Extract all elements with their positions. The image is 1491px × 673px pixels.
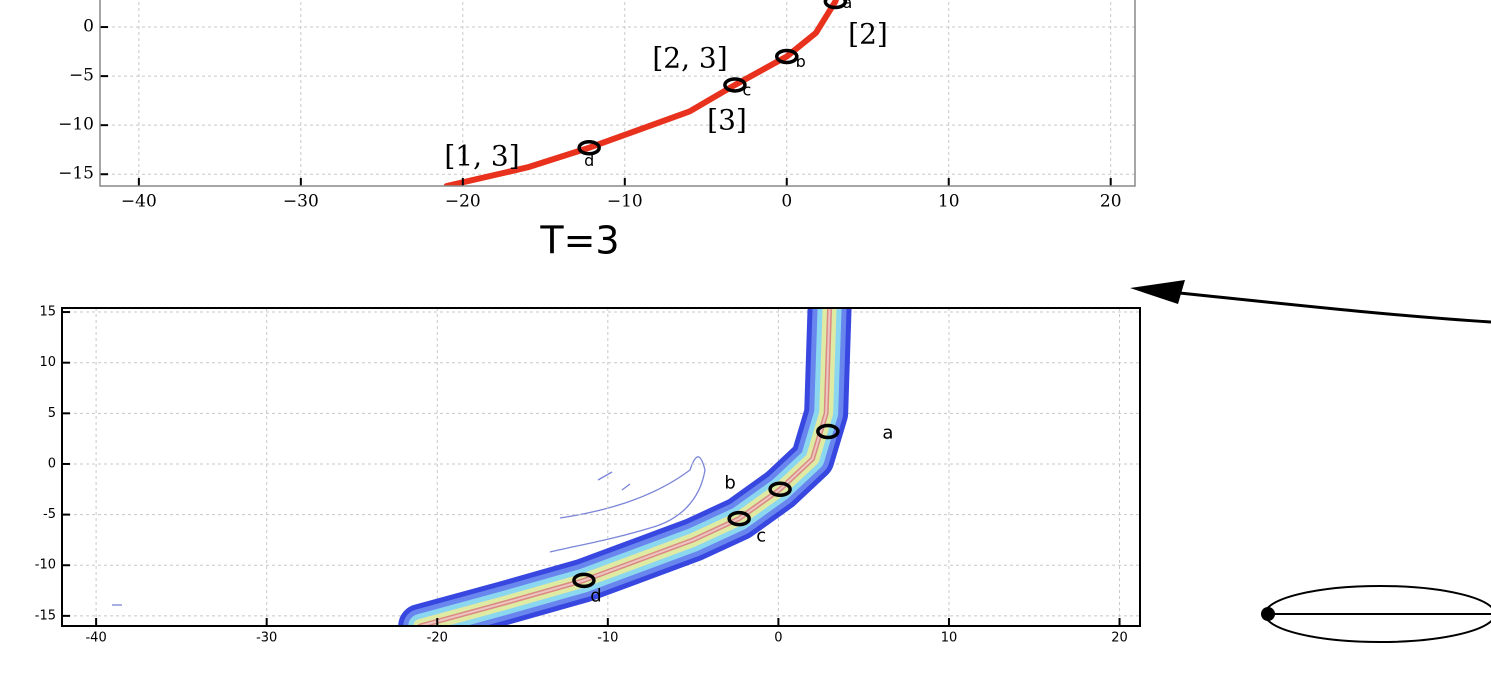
point-label: d	[590, 585, 601, 606]
x-tick-label: 0	[774, 631, 782, 646]
x-tick-label: 10	[941, 631, 958, 646]
annotation: [3]	[707, 104, 747, 137]
x-tick-label: −20	[445, 192, 481, 212]
x-tick-label: 20	[1111, 631, 1128, 646]
node	[1261, 607, 1275, 621]
x-tick-label: -20	[427, 631, 448, 646]
point	[572, 572, 596, 589]
contour-band	[403, 308, 847, 626]
y-tick-label: −5	[69, 66, 94, 86]
x-tick-label: −10	[607, 192, 643, 212]
y-tick-label: 15	[39, 305, 56, 320]
point	[768, 481, 792, 498]
y-tick-label: -5	[43, 507, 56, 522]
point-label: c	[756, 526, 766, 547]
plot-area	[100, 0, 1135, 186]
annotation: [1, 3]	[444, 140, 519, 173]
panel-title: T=3	[539, 219, 619, 263]
arrow-head	[1130, 280, 1185, 304]
plot-frame	[61, 307, 1141, 627]
point-label: b	[796, 52, 806, 71]
y-tick-label: 0	[83, 17, 94, 37]
x-tick-label: −30	[283, 192, 319, 212]
x-tick-label: -40	[85, 631, 106, 646]
arrow	[1149, 288, 1491, 324]
x-tick-label: 10	[938, 192, 960, 212]
x-tick-label: 0	[781, 192, 792, 212]
y-tick-label: -15	[35, 608, 56, 623]
x-tick-label: -30	[256, 631, 277, 646]
contour-artifact	[549, 456, 706, 553]
point-label: d	[584, 151, 594, 170]
y-tick-label: −15	[58, 164, 94, 184]
y-tick-label: -10	[35, 558, 56, 573]
curve	[443, 0, 839, 186]
point-label: a	[842, 0, 852, 12]
point	[775, 48, 799, 65]
point	[823, 0, 848, 10]
annotation: [2]	[848, 18, 888, 51]
annotation: [2, 3]	[652, 42, 727, 75]
point	[577, 139, 601, 156]
plot-frame	[99, 0, 1136, 187]
y-tick-label: 10	[39, 355, 56, 370]
x-tick-label: -10	[597, 631, 618, 646]
point-label: a	[882, 423, 893, 444]
point	[723, 77, 747, 93]
x-tick-label: −40	[121, 192, 157, 212]
point-label: c	[743, 80, 752, 99]
plot-area	[62, 308, 1140, 626]
point	[727, 510, 751, 527]
y-tick-label: 5	[48, 406, 56, 421]
y-tick-label: 0	[48, 456, 56, 471]
point-label: b	[724, 472, 735, 493]
y-tick-label: −10	[58, 115, 94, 135]
x-tick-label: 20	[1100, 192, 1122, 212]
point	[816, 423, 840, 440]
